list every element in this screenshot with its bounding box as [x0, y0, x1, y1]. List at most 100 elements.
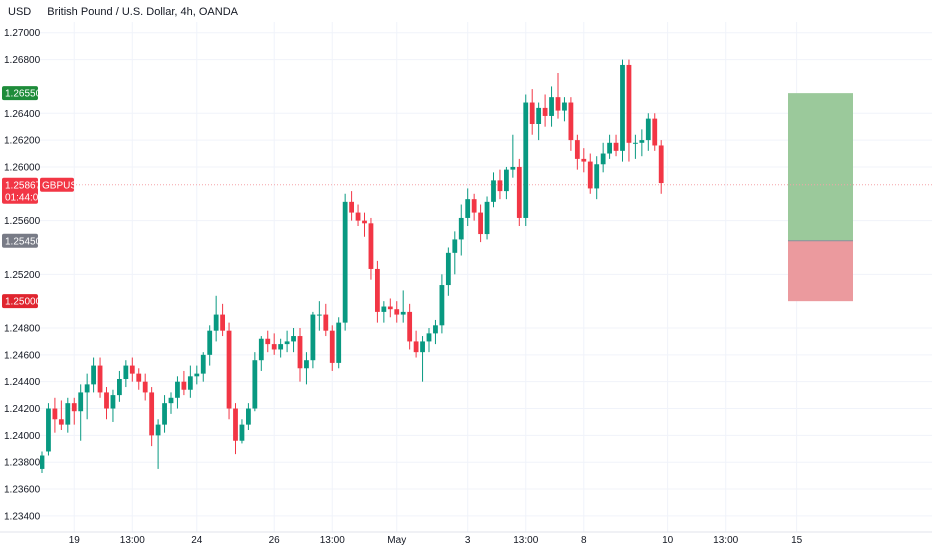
time-axis-bg [0, 532, 932, 550]
stop-zone [788, 240, 853, 302]
candle-body [465, 199, 471, 218]
candle-body [39, 455, 45, 469]
candle-body [362, 220, 367, 224]
candle-body [536, 107, 542, 124]
candle-body [387, 306, 393, 310]
candle-body [510, 166, 516, 170]
candle-body [639, 140, 645, 143]
candle-body [336, 322, 342, 363]
price-tick-label: 1.24800 [4, 324, 41, 335]
price-tick-label: 1.23400 [4, 511, 41, 522]
symbol-badge [40, 177, 74, 192]
price-tick-label: 1.26400 [4, 109, 41, 120]
price-tick-label: 1.23800 [4, 458, 41, 469]
candle-body [155, 424, 161, 436]
candle-body [323, 314, 329, 331]
candle-body [162, 403, 167, 425]
candle-body [181, 381, 187, 390]
candle-body [620, 64, 625, 151]
candle-body [52, 408, 58, 420]
candle-body [310, 314, 316, 361]
candle-body [84, 384, 90, 393]
candle-body [504, 169, 509, 192]
price-tick-label: 1.26800 [4, 55, 41, 66]
candle-body [91, 365, 96, 385]
candle-body [613, 142, 619, 151]
long-position-tool[interactable] [788, 93, 853, 302]
candle-body [252, 360, 258, 409]
candle-body [123, 365, 129, 379]
candle-body [484, 201, 490, 235]
candle-body [207, 330, 213, 355]
candle-body [78, 392, 84, 412]
candle-body [433, 325, 438, 334]
price-badge [2, 294, 38, 309]
candle-body [658, 145, 664, 184]
candle-body [497, 180, 503, 192]
time-tick-label: 8 [581, 535, 587, 546]
candle-body [407, 311, 413, 342]
candle-body [626, 64, 632, 143]
current-price-badge [2, 177, 38, 204]
candle-body [368, 223, 374, 269]
candle-series [39, 59, 664, 473]
price-tick-label: 1.24600 [4, 350, 41, 361]
candle-body [523, 102, 529, 218]
candle-body [200, 354, 206, 374]
candle-body [278, 344, 284, 350]
candle-body [246, 408, 251, 425]
time-tick-label: 26 [269, 535, 281, 546]
price-axis[interactable]: 1.27000 1.26800 1.26400 1.26200 1.26000 1.256… [0, 22, 41, 532]
candle-body [574, 140, 580, 159]
candle-body [239, 424, 245, 441]
candle-body [175, 381, 180, 398]
candle-body [117, 379, 122, 396]
candle-body [607, 142, 612, 154]
candle-body [420, 341, 425, 353]
candle-body [58, 419, 64, 425]
candle-body [349, 201, 354, 213]
candle-body [136, 373, 142, 382]
candle-body [594, 164, 600, 189]
candle-body [213, 314, 219, 331]
price-tick-label: 1.24400 [4, 377, 41, 388]
price-tick-label: 1.26200 [4, 136, 41, 147]
candle-body [452, 239, 458, 253]
candle-body [46, 408, 51, 452]
candle-body [187, 376, 193, 390]
candle-body [342, 201, 348, 323]
candle-body [271, 344, 277, 350]
candle-body [587, 161, 593, 189]
price-badge-label: 1.25000 [5, 297, 42, 308]
candle-body [329, 330, 335, 363]
candle-body [562, 102, 567, 111]
candle-body [316, 314, 322, 316]
candle-body [581, 158, 587, 162]
candle-body [375, 268, 380, 312]
price-badge-label: 1.25450 [5, 236, 42, 247]
candle-body [458, 217, 464, 240]
time-tick-label: 3 [465, 535, 471, 546]
candle-body [226, 330, 232, 409]
candle-body [258, 338, 264, 361]
candle-body [104, 392, 109, 409]
time-tick-label: 13:00 [120, 535, 145, 546]
price-axis-bg [0, 22, 40, 532]
chart-title: British Pound / U.S. Dollar, 4h, OANDA [47, 6, 238, 18]
candle-body [568, 102, 574, 141]
candle-body [400, 311, 406, 315]
candle-body [381, 306, 387, 312]
time-axis[interactable]: 19 13:00 24 26 13:00 May 3 13:00 8 10 13:00 15 [0, 531, 932, 550]
candle-body [633, 142, 638, 144]
candle-body [549, 97, 554, 116]
candle-body [142, 381, 148, 393]
countdown-label: 01:44:01 [5, 192, 44, 203]
profit-zone [788, 93, 853, 241]
symbol-badge-label: GBPUSD [42, 180, 84, 191]
time-tick-label: 19 [69, 535, 81, 546]
candle-body [426, 333, 432, 342]
price-tick-label: 1.27000 [4, 28, 41, 39]
candle-body [555, 97, 561, 111]
price-tick-label: 1.25200 [4, 270, 41, 281]
